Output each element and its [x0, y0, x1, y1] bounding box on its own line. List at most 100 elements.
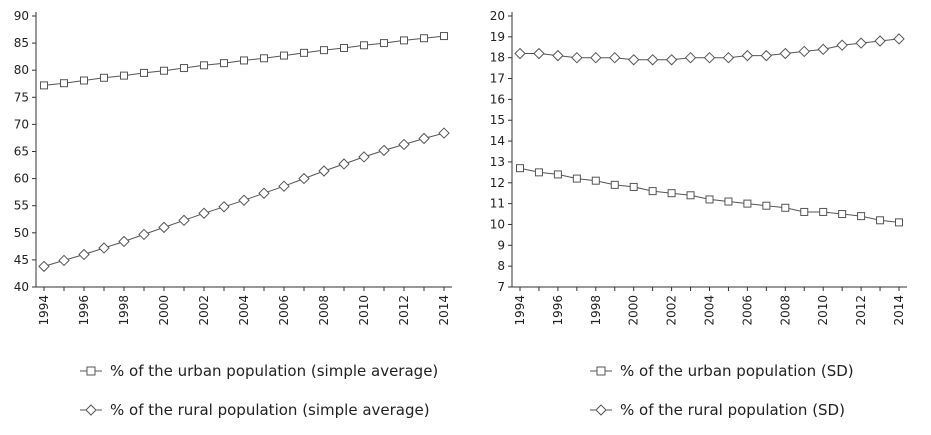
x-tick-label: 2002	[197, 295, 211, 326]
y-tick-label: 80	[14, 63, 29, 77]
data-point-diamond	[684, 51, 697, 64]
data-point-diamond	[318, 165, 330, 177]
data-point-diamond	[438, 127, 450, 139]
legend-item-urban-avg[interactable]: % of the urban population (simple averag…	[80, 360, 438, 382]
y-tick-label: 75	[14, 90, 29, 104]
data-point-square	[819, 207, 828, 216]
data-point-diamond	[98, 242, 110, 254]
x-tick-label: 2004	[703, 295, 717, 326]
y-tick-label: 50	[14, 226, 29, 240]
legend-label: % of the urban population (simple averag…	[110, 362, 439, 380]
data-point-diamond	[238, 194, 250, 206]
y-tick-label: 7	[497, 280, 505, 294]
data-point-square	[40, 81, 48, 90]
data-point-diamond	[38, 260, 50, 273]
data-point-square	[340, 43, 348, 52]
y-tick-label: 85	[14, 36, 29, 50]
data-point-diamond	[338, 158, 350, 170]
right-chart: 7 8 9 10 11 12 13 14 15 16 17 18 19 20 1994 1996 1998 200…	[490, 9, 907, 326]
x-tick-label: 2008	[778, 295, 792, 326]
data-point-diamond	[627, 54, 640, 66]
data-point-square	[743, 199, 752, 208]
data-point-diamond	[552, 49, 564, 62]
x-tick-label: 2014	[892, 295, 906, 326]
left-chart: 40 45 50 55 60 65 70 75 80 85 90 1994 1996 1998 2000 20…	[14, 9, 452, 326]
x-tick-label: 2002	[665, 295, 679, 326]
y-tick-label: 13	[490, 155, 505, 169]
data-point-diamond	[703, 51, 716, 64]
data-point-square	[876, 216, 885, 225]
data-point-diamond	[646, 54, 659, 66]
y-tick-label: 45	[14, 253, 29, 267]
data-point-diamond	[798, 45, 810, 58]
x-tick-label: 2006	[740, 295, 754, 326]
data-point-diamond	[817, 43, 829, 56]
legend-diamond-marker-icon	[590, 404, 612, 416]
data-point-square	[260, 54, 268, 63]
data-point-diamond	[722, 51, 735, 64]
y-tick-label: 12	[490, 176, 505, 190]
data-point-diamond	[138, 228, 150, 241]
x-tick-label: 1994	[513, 295, 527, 326]
y-tick-label: 90	[14, 9, 29, 23]
x-tick-label: 2008	[317, 295, 331, 326]
x-tick-label: 2010	[816, 295, 830, 326]
data-point-diamond	[893, 33, 905, 45]
data-point-diamond	[571, 51, 583, 64]
data-point-square	[240, 56, 248, 65]
data-point-diamond	[298, 172, 310, 185]
x-tick-label: 2004	[237, 295, 251, 326]
y-tick-label: 17	[490, 72, 505, 86]
x-tick-label: 1996	[77, 295, 91, 326]
data-point-diamond	[741, 49, 754, 62]
y-tick-label: 40	[14, 280, 29, 294]
data-point-square	[762, 201, 771, 210]
data-point-square	[516, 164, 524, 173]
data-point-square	[160, 66, 168, 75]
y-tick-label: 60	[14, 172, 29, 186]
x-tick-label: 1996	[551, 295, 565, 326]
data-point-diamond	[836, 39, 848, 51]
y-tick-label: 65	[14, 145, 29, 159]
data-point-square	[610, 180, 619, 189]
data-point-square	[648, 187, 657, 196]
data-point-square	[400, 36, 408, 45]
x-tick-label: 2014	[437, 295, 451, 326]
data-point-square	[80, 76, 88, 85]
data-point-square	[781, 203, 790, 212]
data-point-square	[591, 176, 600, 185]
data-point-diamond	[533, 47, 545, 60]
data-point-diamond	[278, 180, 290, 192]
data-point-square	[857, 212, 866, 221]
y-tick-label: 70	[14, 117, 29, 131]
y-tick-label: 15	[490, 113, 505, 127]
data-point-diamond	[590, 51, 602, 64]
x-tick-label: 2012	[397, 295, 411, 326]
legend-item-urban-sd[interactable]: % of the urban population (SD)	[590, 360, 854, 382]
data-point-square	[534, 168, 543, 177]
data-point-square	[60, 79, 68, 88]
legend-label: % of the urban population (SD)	[620, 362, 854, 380]
data-point-diamond	[418, 132, 430, 145]
data-point-square	[800, 207, 809, 216]
data-point-diamond	[58, 254, 70, 267]
legend-item-rural-avg[interactable]: % of the rural population (simple averag…	[80, 399, 430, 421]
y-tick-label: 14	[490, 134, 505, 148]
data-point-square	[705, 195, 714, 204]
data-point-square	[280, 51, 288, 60]
x-tick-label: 1994	[37, 295, 51, 326]
data-point-square	[380, 39, 388, 48]
data-point-square	[686, 191, 695, 200]
x-tick-label: 2012	[854, 295, 868, 326]
data-point-square	[553, 170, 562, 179]
y-tick-label: 19	[490, 30, 505, 44]
y-tick-label: 10	[490, 217, 505, 231]
x-tick-label: 2006	[277, 295, 291, 326]
legend-label: % of the rural population (SD)	[620, 401, 845, 419]
data-point-square	[667, 189, 676, 198]
data-point-square	[360, 41, 368, 50]
data-point-diamond	[514, 47, 526, 60]
legend-item-rural-sd[interactable]: % of the rural population (SD)	[590, 399, 845, 421]
data-point-diamond	[665, 54, 678, 66]
